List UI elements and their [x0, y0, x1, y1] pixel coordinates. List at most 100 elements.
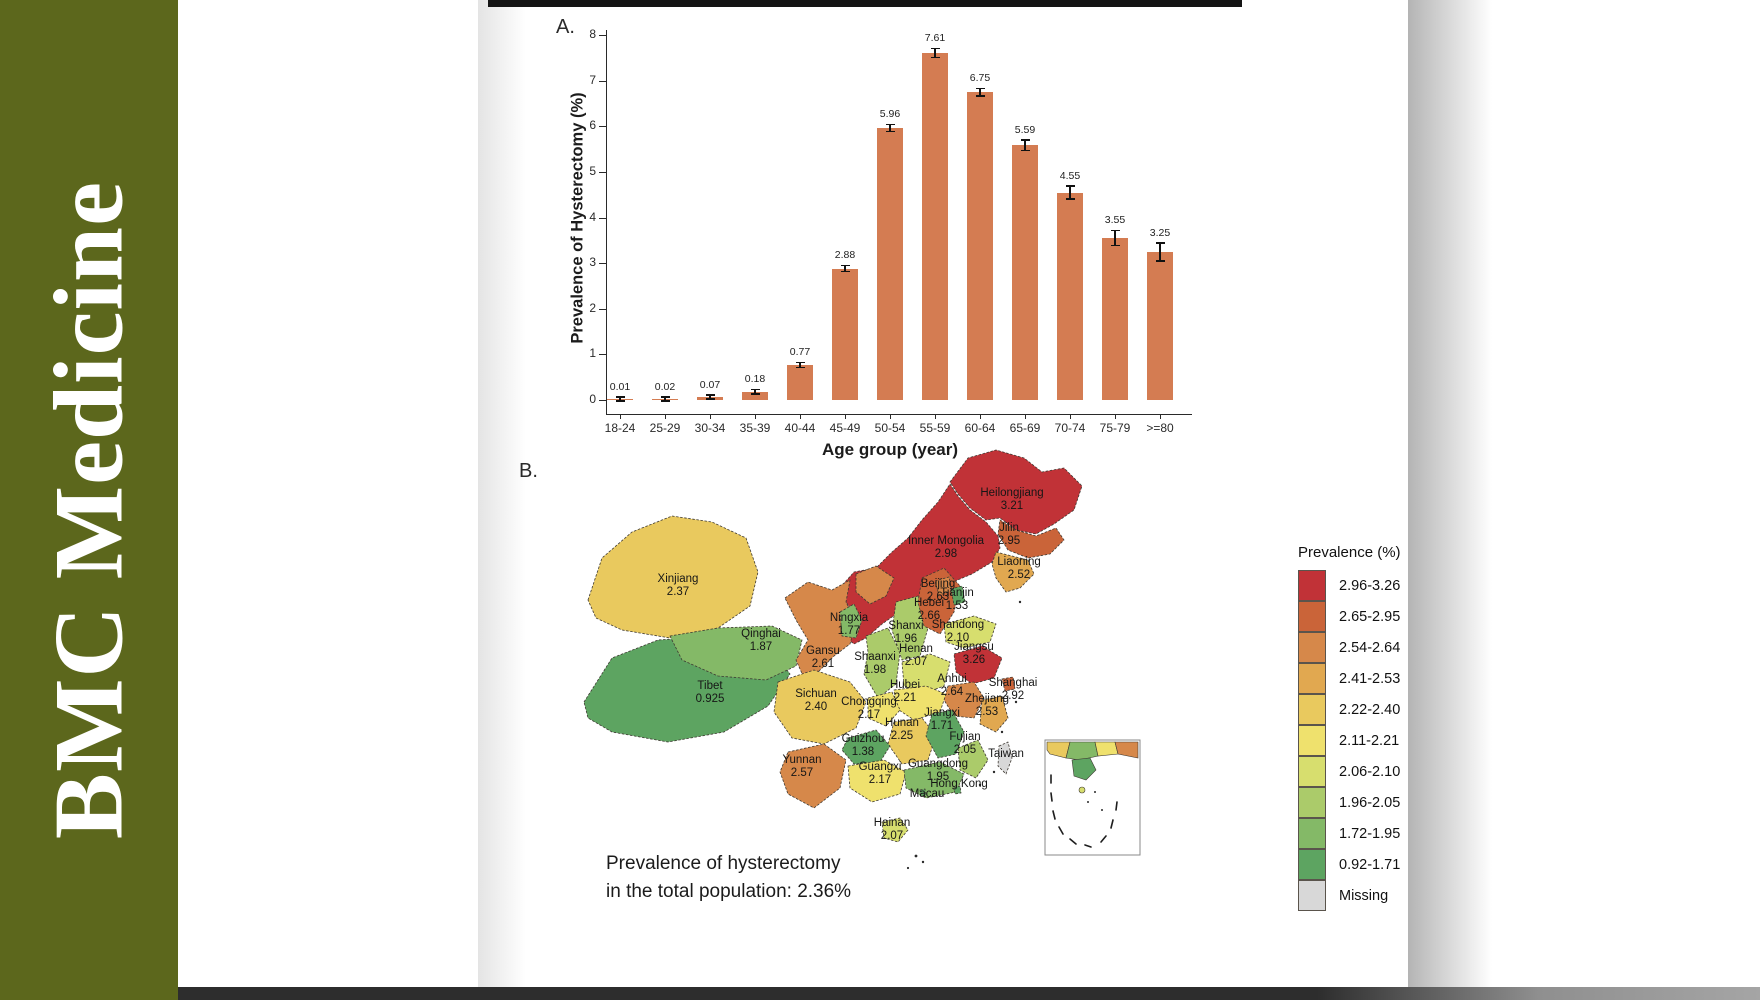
error-bar-cap [1155, 242, 1165, 244]
page-edge-bottom [178, 987, 1760, 1000]
x-tick-label: 35-39 [739, 421, 771, 435]
y-tick-mark [599, 35, 606, 37]
bar-value-label: 0.02 [654, 380, 676, 393]
x-tick-mark [1025, 414, 1026, 419]
x-tick-label: 45-49 [829, 421, 861, 435]
label-chongqing: Chongqing 2.17 [841, 696, 897, 721]
province-qinghai [669, 625, 803, 681]
journal-title: BMC Medicine [34, 180, 144, 840]
error-bar-line [934, 49, 936, 57]
y-tick-label: 0 [589, 392, 596, 406]
annotation-line-2: in the total population: 2.36% [606, 881, 852, 902]
legend-swatch [1298, 693, 1326, 725]
label-qinghai: Qinghai 1.87 [741, 628, 781, 653]
label-hainan: Hainan 2.07 [874, 817, 910, 842]
bar-value-label: 5.96 [879, 108, 901, 121]
nine-dash-segment [1115, 801, 1118, 811]
x-tick-label: 30-34 [694, 421, 726, 435]
error-bar-cap [1155, 260, 1165, 262]
province-macau [919, 788, 927, 797]
y-tick-mark [599, 354, 606, 356]
legend-label: 0.92-1.71 [1339, 856, 1401, 873]
figure-left-shadow [478, 0, 526, 987]
province-jilin [997, 519, 1065, 559]
error-bar-line [1114, 231, 1116, 245]
province-jiangxi [925, 709, 965, 759]
province-hong-kong [953, 785, 962, 795]
x-tick-mark [890, 414, 891, 419]
label-tibet: Tibet 0.925 [696, 680, 725, 705]
page-edge-top [488, 0, 1242, 7]
legend-row: 1.72-1.95 [1298, 817, 1401, 849]
x-tick-label: 50-54 [874, 421, 906, 435]
y-tick-mark [599, 308, 606, 310]
province-guizhou [841, 729, 891, 765]
error-bar-cap [705, 398, 715, 400]
error-bar-cap [975, 87, 985, 89]
error-bar-cap [1020, 139, 1030, 141]
bar-value-label: 4.55 [1059, 169, 1081, 182]
y-tick-mark [599, 172, 606, 173]
legend-rows: 2.96-3.26 2.65-2.95 2.54-2.64 2.41-2.53 2.22… [1298, 569, 1401, 911]
legend-label: 1.96-2.05 [1339, 794, 1401, 811]
label-zhejiang: Zhejiang 2.53 [965, 693, 1009, 718]
x-tick-mark [755, 414, 756, 419]
error-bar-line [1159, 243, 1161, 260]
error-bar-cap [885, 130, 895, 133]
legend-label: 2.96-3.26 [1339, 577, 1401, 594]
bar [922, 52, 948, 400]
label-gansu: Gansu 2.61 [806, 645, 840, 670]
bar-value-label: 7.61 [924, 32, 946, 45]
label-sichuan: Sichuan 2.40 [795, 688, 837, 713]
legend-swatch [1298, 848, 1326, 880]
x-tick-mark [980, 414, 981, 419]
error-bar-line [1024, 140, 1026, 150]
panel-a-label: A. [556, 16, 575, 38]
legend-label: 2.11-2.21 [1339, 732, 1400, 749]
error-bar-cap [840, 264, 850, 267]
province-jiangsu [953, 645, 1003, 685]
error-bar-line [1069, 186, 1071, 199]
x-tick-mark [1115, 414, 1116, 419]
legend-row: 0.92-1.71 [1298, 848, 1401, 880]
inset-region [1046, 741, 1071, 759]
province-fujian [957, 739, 989, 779]
error-bar-cap [1110, 244, 1120, 247]
legend-swatch [1298, 817, 1326, 849]
legend-label: 1.72-1.95 [1339, 825, 1401, 842]
legend-row: 2.54-2.64 [1298, 631, 1401, 663]
province-shanghai [1001, 676, 1016, 692]
y-tick-mark [599, 263, 606, 265]
label-fujian: Fujian 2.05 [949, 731, 980, 756]
label-macau: Macau [910, 788, 945, 800]
y-axis-line [606, 30, 607, 415]
error-bar-line [619, 397, 621, 401]
error-bar-line [799, 363, 801, 367]
y-tick-mark [599, 217, 606, 219]
error-bar-cap [615, 396, 625, 398]
legend-row: 1.96-2.05 [1298, 786, 1401, 818]
x-axis-title: Age group (year) [821, 440, 959, 459]
bar-value-label: 0.07 [699, 378, 721, 391]
island-dot [1000, 730, 1004, 734]
journal-brand-band: BMC Medicine [0, 0, 178, 1000]
error-bar-line [754, 390, 756, 394]
y-tick-label: 4 [589, 209, 596, 224]
legend-row: 2.06-2.10 [1298, 755, 1401, 787]
island-dot [906, 866, 910, 870]
x-tick-mark [1160, 414, 1161, 419]
error-bar-cap [660, 400, 670, 402]
annotation-line-1: Prevalence of hysterectomy [606, 853, 841, 874]
label-xinjiang: Xinjiang 2.37 [658, 573, 699, 598]
y-tick-label: 3 [589, 255, 596, 270]
x-tick-label: 25-29 [649, 421, 681, 435]
y-tick-label: 6 [589, 118, 596, 133]
nine-dash-segment [1100, 835, 1107, 843]
error-bar-cap [1020, 149, 1030, 152]
legend-swatch [1298, 662, 1326, 694]
error-bar-line [979, 89, 981, 96]
label-tianjin: Tianjin 1.53 [940, 587, 973, 612]
error-bar-cap [1110, 229, 1120, 232]
province-shandong [943, 615, 997, 649]
label-hunan: Hunan 2.25 [885, 717, 919, 742]
